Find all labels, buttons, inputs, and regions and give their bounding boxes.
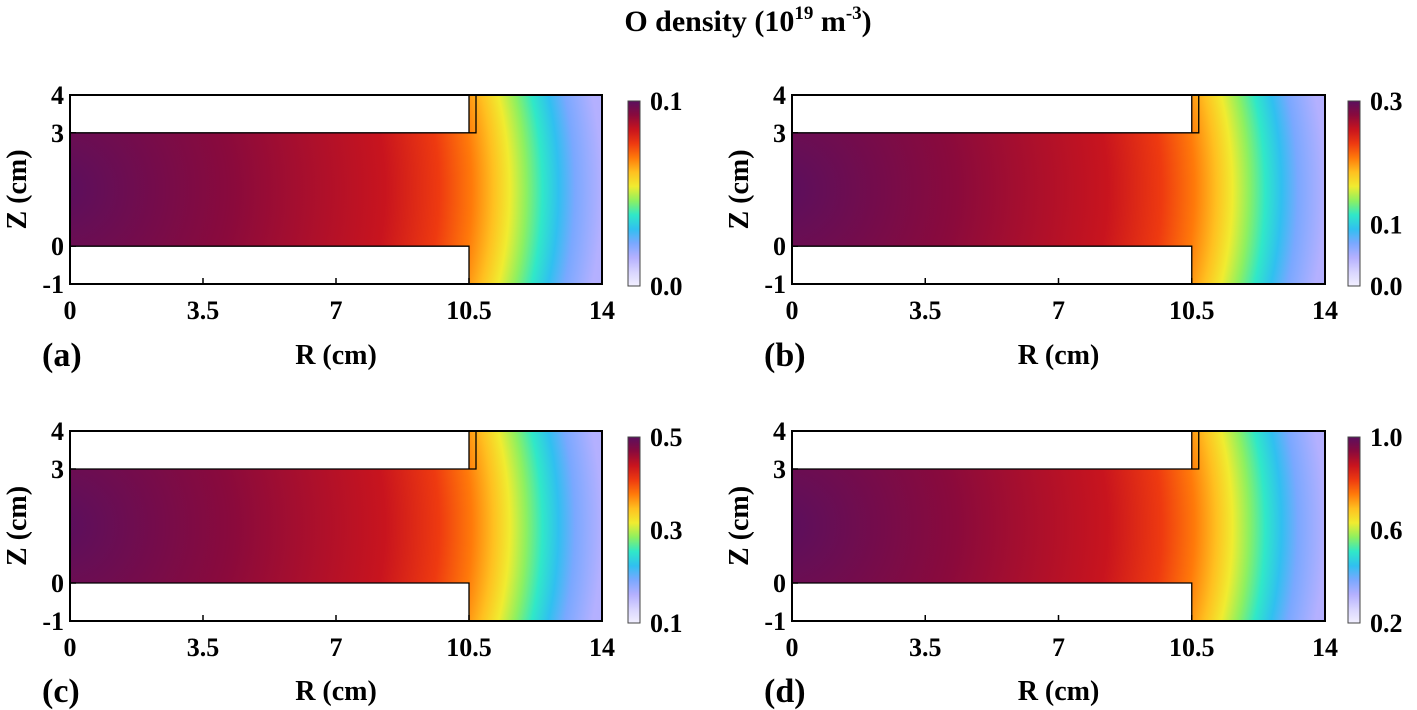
x-tick-label: 0 bbox=[786, 633, 799, 662]
x-axis-label: R (cm) bbox=[295, 340, 377, 371]
x-axis-label: R (cm) bbox=[295, 676, 377, 707]
panel-label: (c) bbox=[42, 673, 80, 710]
y-tick-label: 0 bbox=[51, 232, 64, 261]
x-axis-label: R (cm) bbox=[1018, 676, 1100, 707]
x-tick-label: 14 bbox=[1312, 633, 1338, 662]
y-tick-label: 0 bbox=[773, 569, 786, 598]
y-tick-label: 3 bbox=[773, 455, 786, 484]
y-tick-label: -1 bbox=[42, 270, 64, 299]
colorbar-tick-label: 0.2 bbox=[1370, 609, 1403, 638]
y-tick-label: 3 bbox=[51, 119, 64, 148]
x-tick-label: 3.5 bbox=[909, 296, 942, 325]
x-tick-label: 7 bbox=[330, 633, 343, 662]
colorbar-tick-label: 1.0 bbox=[1370, 423, 1403, 452]
y-tick-label: 4 bbox=[773, 417, 786, 446]
x-axis-label: R (cm) bbox=[1018, 340, 1100, 371]
y-axis-label: Z (cm) bbox=[724, 149, 755, 229]
colorbar-tick-label: 0.6 bbox=[1370, 516, 1403, 545]
x-tick-label: 0 bbox=[64, 296, 77, 325]
title-mid: m bbox=[813, 5, 846, 38]
colorbar bbox=[627, 100, 641, 287]
colorbar-tick-label: 0.1 bbox=[650, 609, 683, 638]
y-tick-label: -1 bbox=[764, 607, 786, 636]
title-exponent-2: -3 bbox=[846, 3, 862, 24]
x-tick-label: 0 bbox=[64, 633, 77, 662]
x-tick-label: 7 bbox=[1052, 633, 1065, 662]
y-axis-label: Z (cm) bbox=[724, 486, 755, 566]
density-field bbox=[70, 431, 602, 621]
y-tick-label: 0 bbox=[773, 232, 786, 261]
panel-label: (b) bbox=[764, 337, 806, 374]
colorbar-tick-label: 0.0 bbox=[1370, 272, 1403, 301]
colorbar-tick-label: 0.1 bbox=[650, 87, 683, 116]
panel-label: (a) bbox=[42, 337, 82, 374]
y-tick-label: 4 bbox=[51, 417, 64, 446]
x-tick-label: 7 bbox=[330, 296, 343, 325]
title-main: O density (10 bbox=[624, 5, 794, 38]
x-tick-label: 14 bbox=[589, 633, 615, 662]
title-exponent-1: 19 bbox=[794, 3, 813, 24]
y-tick-label: -1 bbox=[42, 607, 64, 636]
colorbar bbox=[1347, 436, 1361, 624]
density-heatmap bbox=[70, 95, 602, 284]
colorbar-tick-label: 0.3 bbox=[650, 516, 683, 545]
y-tick-label: 4 bbox=[773, 81, 786, 110]
colorbar-tick-label: 0.0 bbox=[650, 272, 683, 301]
density-heatmap bbox=[70, 431, 602, 621]
x-tick-label: 10.5 bbox=[1169, 296, 1215, 325]
x-tick-label: 10.5 bbox=[446, 633, 492, 662]
colorbar-tick-label: 0.3 bbox=[1370, 87, 1403, 116]
y-axis-label: Z (cm) bbox=[2, 149, 33, 229]
title-end: ) bbox=[862, 5, 872, 38]
x-tick-label: 7 bbox=[1052, 296, 1065, 325]
x-tick-label: 3.5 bbox=[187, 296, 220, 325]
x-tick-label: 3.5 bbox=[187, 633, 220, 662]
density-heatmap bbox=[792, 431, 1325, 621]
y-tick-label: 0 bbox=[51, 569, 64, 598]
x-tick-label: 0 bbox=[786, 296, 799, 325]
y-axis-label: Z (cm) bbox=[2, 486, 33, 566]
panel-label: (d) bbox=[764, 673, 806, 710]
x-tick-label: 3.5 bbox=[909, 633, 942, 662]
figure-title: O density (1019 m-3) bbox=[624, 3, 871, 38]
density-field bbox=[792, 95, 1325, 284]
colorbar-tick-label: 0.1 bbox=[1370, 210, 1403, 239]
density-heatmap bbox=[792, 95, 1325, 284]
x-tick-label: 14 bbox=[589, 296, 615, 325]
x-tick-label: 10.5 bbox=[446, 296, 492, 325]
x-tick-label: 10.5 bbox=[1169, 633, 1215, 662]
colorbar bbox=[627, 436, 641, 624]
density-field bbox=[70, 95, 602, 284]
x-tick-label: 14 bbox=[1312, 296, 1338, 325]
colorbar bbox=[1347, 100, 1361, 287]
density-field bbox=[792, 431, 1325, 621]
y-tick-label: 3 bbox=[51, 455, 64, 484]
y-tick-label: 4 bbox=[51, 81, 64, 110]
y-tick-label: -1 bbox=[764, 270, 786, 299]
colorbar-tick-label: 0.5 bbox=[650, 423, 683, 452]
y-tick-label: 3 bbox=[773, 119, 786, 148]
